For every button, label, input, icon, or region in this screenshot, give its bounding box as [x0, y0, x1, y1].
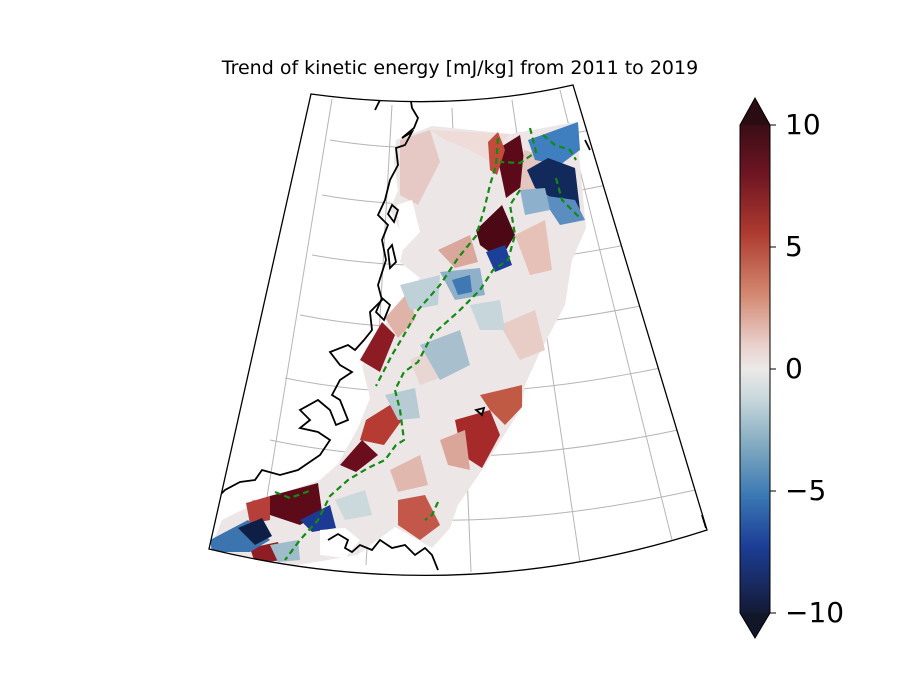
colorbar-max-extend — [740, 98, 770, 125]
colorbar-tick-label: 0 — [785, 352, 803, 385]
boundary-lines — [274, 127, 581, 561]
map-area — [210, 89, 707, 573]
coastlines — [211, 94, 707, 571]
map-frame — [208, 84, 708, 577]
map-title: Trend of kinetic energy [mJ/kg] from 201… — [221, 57, 699, 79]
colorbar-tick-label: 10 — [785, 108, 821, 141]
colorbar-tick-label: −10 — [785, 596, 845, 629]
colorbar-tick-label: −5 — [785, 474, 827, 507]
colorbar-tick-label: 5 — [785, 230, 803, 263]
colorbar-min-extend — [740, 613, 770, 638]
colorbar — [739, 96, 776, 639]
negative-trend-patches — [210, 122, 585, 562]
